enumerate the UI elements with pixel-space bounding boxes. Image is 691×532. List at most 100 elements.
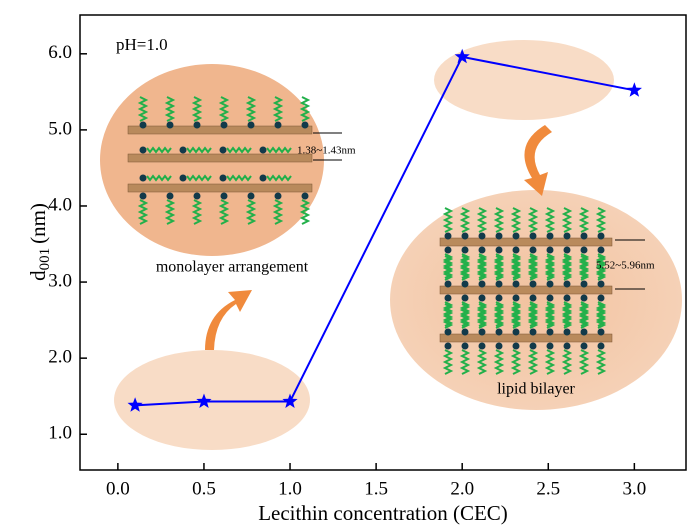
- y-tick-label: 6.0: [48, 42, 72, 63]
- head: [301, 121, 309, 129]
- head: [495, 294, 503, 302]
- head: [597, 294, 605, 302]
- head: [512, 232, 520, 240]
- head: [220, 121, 228, 129]
- tail: [226, 174, 252, 182]
- tail: [299, 199, 311, 225]
- head: [179, 174, 187, 182]
- head: [301, 192, 309, 200]
- head: [597, 280, 605, 288]
- x-tick-label: 1.0: [278, 478, 302, 499]
- head: [529, 280, 537, 288]
- annotation: 5.52~5.96nm: [596, 260, 655, 272]
- tail: [218, 96, 230, 122]
- head: [597, 328, 605, 336]
- head: [512, 328, 520, 336]
- tail: [510, 255, 522, 281]
- y-tick-label: 1.0: [48, 423, 72, 444]
- head: [259, 146, 267, 154]
- tail: [578, 349, 590, 375]
- head: [444, 232, 452, 240]
- head: [580, 232, 588, 240]
- y-tick-label: 3.0: [48, 270, 72, 291]
- head: [444, 328, 452, 336]
- tail: [226, 146, 252, 154]
- tail: [146, 174, 172, 182]
- tail: [459, 349, 471, 375]
- tail: [442, 207, 454, 233]
- tail: [442, 349, 454, 375]
- head: [179, 146, 187, 154]
- y-axis-label: d001 (nm): [26, 203, 54, 281]
- head: [563, 294, 571, 302]
- head: [478, 342, 486, 350]
- x-tick-label: 1.5: [364, 478, 388, 499]
- head: [563, 232, 571, 240]
- head: [247, 121, 255, 129]
- tail: [510, 207, 522, 233]
- head: [546, 280, 554, 288]
- tail: [272, 96, 284, 122]
- tail: [442, 255, 454, 281]
- tail: [527, 349, 539, 375]
- y-tick-label: 2.0: [48, 347, 72, 368]
- tail: [459, 207, 471, 233]
- annotation: monolayer arrangement: [156, 259, 309, 276]
- tail: [191, 96, 203, 122]
- head: [219, 146, 227, 154]
- tail: [245, 199, 257, 225]
- head: [461, 342, 469, 350]
- x-tick-label: 2.0: [450, 478, 474, 499]
- tail: [459, 303, 471, 329]
- head: [444, 280, 452, 288]
- tail: [476, 303, 488, 329]
- head: [274, 192, 282, 200]
- x-tick-label: 3.0: [622, 478, 646, 499]
- head: [495, 342, 503, 350]
- x-tick-label: 0.5: [192, 478, 216, 499]
- tail: [527, 303, 539, 329]
- tail: [272, 199, 284, 225]
- tail: [578, 255, 590, 281]
- tail: [476, 349, 488, 375]
- head: [546, 246, 554, 254]
- head: [139, 121, 147, 129]
- head: [597, 342, 605, 350]
- tail: [266, 146, 292, 154]
- layer-sheet: [127, 125, 313, 135]
- head: [512, 342, 520, 350]
- head: [166, 121, 174, 129]
- head: [478, 280, 486, 288]
- point: [196, 393, 212, 408]
- head: [478, 246, 486, 254]
- tail: [186, 146, 212, 154]
- head: [139, 174, 147, 182]
- tail: [561, 349, 573, 375]
- head: [546, 342, 554, 350]
- head: [580, 328, 588, 336]
- annotation: 1.38~1.43nm: [297, 145, 356, 157]
- annotation: pH=1.0: [116, 35, 168, 54]
- tail: [266, 174, 292, 182]
- layer-sheet: [439, 285, 613, 295]
- tail: [493, 207, 505, 233]
- head: [563, 280, 571, 288]
- tail: [476, 207, 488, 233]
- tail: [493, 349, 505, 375]
- head: [529, 342, 537, 350]
- tail: [595, 349, 607, 375]
- y-label-sub: 001: [37, 248, 53, 271]
- tail: [561, 207, 573, 233]
- head: [461, 246, 469, 254]
- head: [529, 246, 537, 254]
- illustrations: [100, 40, 682, 450]
- head: [139, 192, 147, 200]
- head: [274, 121, 282, 129]
- point: [626, 82, 642, 97]
- head: [219, 174, 227, 182]
- tail: [299, 96, 311, 122]
- arrow: [205, 290, 252, 350]
- tail: [595, 207, 607, 233]
- tail: [544, 349, 556, 375]
